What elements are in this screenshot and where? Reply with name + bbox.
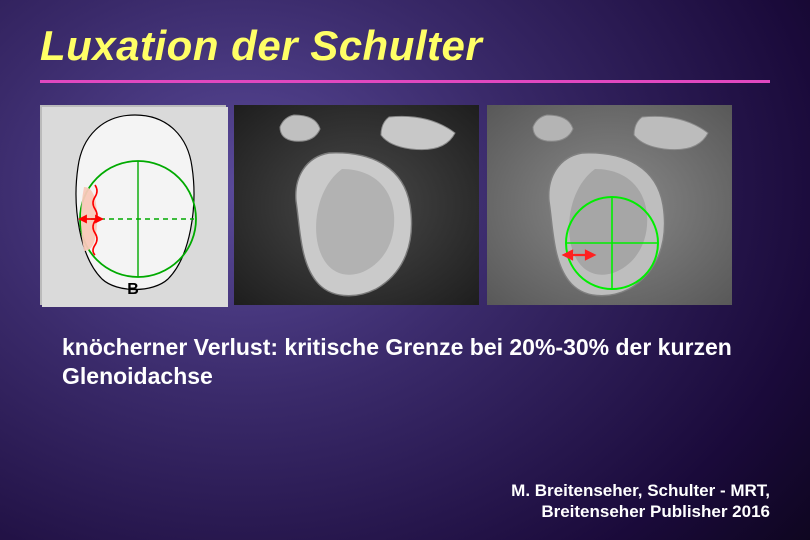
credit-line-2: Breitenseher Publisher 2016 xyxy=(511,501,770,522)
credit-line-1: M. Breitenseher, Schulter - MRT, xyxy=(511,480,770,501)
figure-ct-1 xyxy=(234,105,479,305)
figure-row: B xyxy=(0,83,810,305)
credit-block: M. Breitenseher, Schulter - MRT, Breiten… xyxy=(511,480,770,523)
figure-ct-2 xyxy=(487,105,732,305)
slide-title: Luxation der Schulter xyxy=(40,22,770,70)
figure-diagram-b: B xyxy=(40,105,226,305)
ct1-svg xyxy=(234,105,479,305)
bullet-row: knöcherner Verlust: kritische Grenze bei… xyxy=(0,305,810,391)
bullet-text: knöcherner Verlust: kritische Grenze bei… xyxy=(62,333,770,391)
ct2-svg xyxy=(487,105,732,305)
glenoid-diagram-svg xyxy=(42,107,228,307)
title-wrap: Luxation der Schulter xyxy=(0,0,810,74)
panel-label-b: B xyxy=(127,281,139,299)
